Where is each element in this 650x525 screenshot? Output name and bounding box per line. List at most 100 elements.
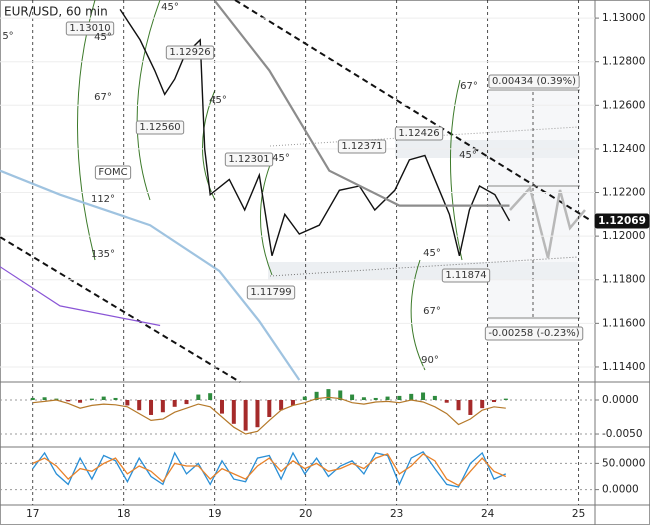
arc xyxy=(410,259,426,371)
annotation-label: 1.13010 xyxy=(69,23,110,34)
annotation-label: 67° xyxy=(94,92,112,103)
annotation-box xyxy=(165,45,215,60)
annotation: 1.12426 xyxy=(394,126,444,141)
annotation: 1.13010 xyxy=(65,21,115,36)
annotation: 1.11874 xyxy=(441,268,491,283)
arc xyxy=(202,89,216,201)
histogram-bar xyxy=(397,395,402,400)
annotation: 1.11799 xyxy=(246,285,296,300)
series-line xyxy=(0,266,161,327)
histogram-bar xyxy=(326,389,331,400)
y-tick-label: 1.11600 xyxy=(602,317,645,329)
annotation-label: 45° xyxy=(161,2,179,13)
histogram-bar xyxy=(279,399,284,411)
annotation-box xyxy=(441,268,491,283)
y-tick-label: 1.12600 xyxy=(602,99,645,111)
y-tick-label: -0.0050 xyxy=(602,428,643,440)
projection xyxy=(509,185,586,259)
annotation-box xyxy=(224,152,274,167)
series-line xyxy=(32,453,507,487)
annotation-box xyxy=(246,285,296,300)
y-tick-label: 50.0000 xyxy=(602,457,645,469)
histogram-bar xyxy=(219,399,224,414)
x-tick-label: 18 xyxy=(117,508,130,520)
y-tick-label: 1.12800 xyxy=(602,56,645,68)
annotation: 67° xyxy=(94,92,112,103)
annotation: 5° xyxy=(2,31,13,42)
annotation: 67° xyxy=(423,306,441,317)
annotation: 1.12371 xyxy=(337,139,387,154)
histogram-bar xyxy=(267,399,272,418)
y-tick-label: 1.13000 xyxy=(602,12,645,24)
annotation: 45° xyxy=(272,153,290,164)
histogram-bar xyxy=(172,399,177,407)
series-line xyxy=(119,9,511,257)
y-tick-label: 1.12000 xyxy=(602,230,645,242)
histogram-bar xyxy=(66,399,71,402)
series-line xyxy=(32,450,507,488)
annotation-label: 67° xyxy=(423,306,441,317)
series-line xyxy=(213,0,510,207)
histogram-bar xyxy=(208,393,213,400)
x-tick-label: 23 xyxy=(390,508,403,520)
annotation-label: FOMC xyxy=(98,167,127,178)
histogram-bar xyxy=(468,399,473,415)
last-price-label: 1.12069 xyxy=(598,215,646,227)
histogram-bar xyxy=(409,393,414,400)
histogram-bar xyxy=(338,390,343,400)
annotation-label: 112° xyxy=(91,194,115,205)
annotation-label: 1.11874 xyxy=(445,270,486,281)
histogram-bar xyxy=(113,397,118,400)
arc xyxy=(259,164,273,276)
histogram-bar xyxy=(125,399,130,406)
annotation: 1.12069 xyxy=(594,213,650,229)
histogram-bar xyxy=(385,396,390,400)
histogram-bar xyxy=(243,399,248,431)
annotation-label: 5° xyxy=(2,31,13,42)
histogram-bar xyxy=(302,396,307,400)
histogram-bar xyxy=(444,399,449,403)
x-tick-label: 17 xyxy=(26,508,39,520)
histogram-bar xyxy=(350,394,355,400)
histogram-bar xyxy=(231,399,236,424)
annotation-label: 1.12560 xyxy=(139,122,180,133)
histogram-bar xyxy=(89,398,94,400)
histogram-bar xyxy=(137,399,142,411)
annotation-box xyxy=(94,165,132,180)
annotation-box xyxy=(394,126,444,141)
histogram-bar xyxy=(54,398,59,400)
signal-line xyxy=(32,396,506,435)
annotation: 135° xyxy=(91,249,115,260)
histogram-bar xyxy=(101,396,106,400)
annotation-label: 90° xyxy=(421,355,439,366)
x-tick-label: 20 xyxy=(299,508,312,520)
histogram-bar xyxy=(78,399,83,403)
annotation-label: 1.12301 xyxy=(228,154,269,165)
annotation: 45° xyxy=(459,150,477,161)
annotation-label: 45° xyxy=(423,248,441,259)
annotation-label: 1.12426 xyxy=(398,128,439,139)
annotation-box xyxy=(337,139,387,154)
annotation: 45° xyxy=(423,248,441,259)
histogram-bar xyxy=(480,399,485,409)
annotation-label: 45° xyxy=(459,150,477,161)
annotation: 45° xyxy=(161,2,179,13)
histogram-bar xyxy=(42,397,47,400)
annotation-box xyxy=(484,326,584,341)
histogram-bar xyxy=(503,398,508,400)
y-tick-label: 1.12200 xyxy=(602,187,645,199)
chart-title: EUR/USD, 60 min xyxy=(4,5,108,19)
grid xyxy=(32,0,580,505)
annotation-label: 45° xyxy=(94,32,112,43)
annotation: 1.12301 xyxy=(224,152,274,167)
annotation: -0.00258 (-0.23%) xyxy=(484,326,584,341)
annotation-label: 135° xyxy=(91,249,115,260)
y-tick-label: 1.11400 xyxy=(602,361,645,373)
annotation: 1.12926 xyxy=(165,45,215,60)
series-line xyxy=(0,169,301,381)
x-tick-label: 24 xyxy=(481,508,495,520)
annotation-box xyxy=(488,74,580,89)
trend-line xyxy=(0,236,241,383)
